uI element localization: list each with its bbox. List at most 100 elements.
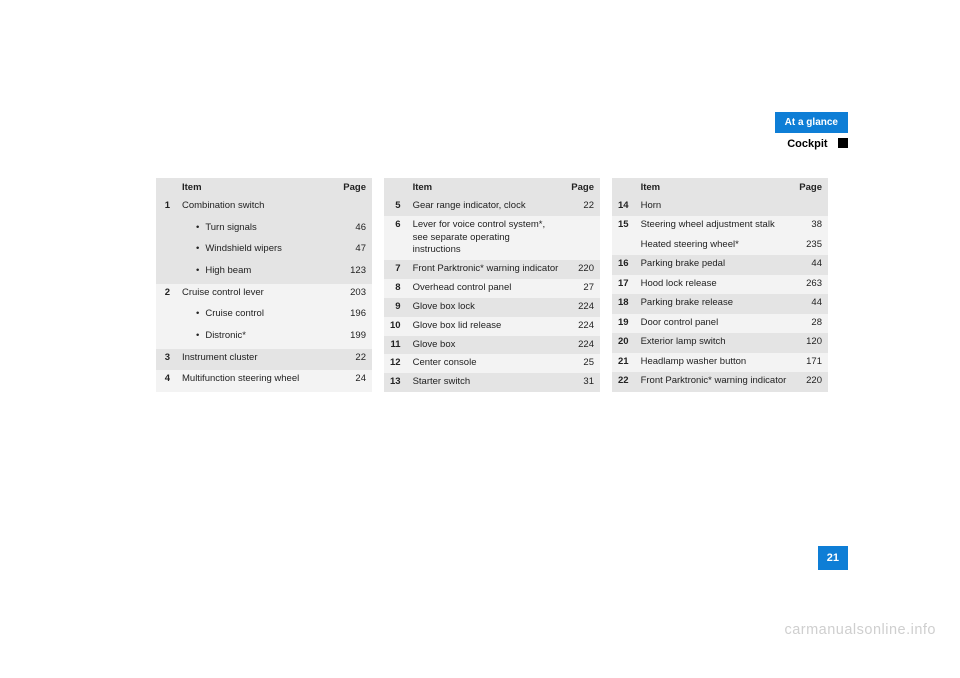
row-number: 9: [384, 298, 407, 317]
table-row: 3Instrument cluster22: [156, 349, 372, 371]
row-item: Distronic*: [176, 327, 337, 349]
table-row: 20Exterior lamp switch120: [612, 333, 828, 352]
table-3-body: 14Horn15Steering wheel adjustment stalk3…: [612, 197, 828, 392]
row-number: 3: [156, 349, 176, 371]
table-row: 1Combination switch: [156, 197, 372, 219]
table-row: 14Horn: [612, 197, 828, 216]
row-page: 47: [337, 240, 372, 262]
row-page: 263: [793, 275, 828, 294]
row-number: 12: [384, 354, 407, 373]
row-page: 46: [337, 219, 372, 241]
table-row: 18Parking brake release44: [612, 294, 828, 313]
table-row: 4Multifunction steering wheel24: [156, 370, 372, 392]
table-row: High beam123: [156, 262, 372, 284]
row-number: [156, 305, 176, 327]
row-item: Glove box lid release: [407, 317, 566, 336]
row-page: 28: [793, 314, 828, 333]
row-number: 11: [384, 336, 407, 355]
row-item: Gear range indicator, clock: [407, 197, 566, 216]
row-number: 4: [156, 370, 176, 392]
page-number: 21: [818, 546, 848, 570]
row-page: 38: [793, 216, 828, 235]
row-item: Horn: [635, 197, 794, 216]
row-page: 235: [793, 236, 828, 255]
row-number: [156, 327, 176, 349]
chapter-tab: At a glance: [775, 112, 848, 133]
table-row: Distronic*199: [156, 327, 372, 349]
row-item: Steering wheel adjustment stalk: [635, 216, 794, 235]
row-page: 22: [337, 349, 372, 371]
row-number: 10: [384, 317, 407, 336]
col-header-page: Page: [793, 178, 828, 197]
row-number: 22: [612, 372, 635, 392]
col-header-num: [612, 178, 635, 197]
row-item: Center console: [407, 354, 566, 373]
table-2: Item Page 5Gear range indicator, clock22…: [384, 178, 600, 392]
table-1-body: 1Combination switchTurn signals46Windshi…: [156, 197, 372, 392]
table-row: Heated steering wheel*235: [612, 236, 828, 255]
row-number: [156, 240, 176, 262]
table-row: 11Glove box224: [384, 336, 600, 355]
row-page: 44: [793, 294, 828, 313]
col-header-item: Item: [176, 178, 337, 197]
page-header: At a glance Cockpit: [775, 112, 848, 152]
row-number: 1: [156, 197, 176, 219]
row-item: Overhead control panel: [407, 279, 566, 298]
row-number: [156, 262, 176, 284]
row-page: 27: [565, 279, 600, 298]
row-page: 220: [565, 260, 600, 279]
col-header-item: Item: [407, 178, 566, 197]
row-item: Hood lock release: [635, 275, 794, 294]
table-row: 7Front Parktronic* warning indicator220: [384, 260, 600, 279]
table-2-body: 5Gear range indicator, clock226Lever for…: [384, 197, 600, 392]
row-number: 16: [612, 255, 635, 274]
col-header-num: [156, 178, 176, 197]
table-row: 10Glove box lid release224: [384, 317, 600, 336]
row-page: 224: [565, 336, 600, 355]
tables-container: Item Page 1Combination switchTurn signal…: [156, 178, 828, 392]
row-item: Door control panel: [635, 314, 794, 333]
row-page: 22: [565, 197, 600, 216]
row-page: 31: [565, 373, 600, 392]
row-item: Parking brake pedal: [635, 255, 794, 274]
table-row: 15Steering wheel adjustment stalk38: [612, 216, 828, 235]
row-item: Glove box lock: [407, 298, 566, 317]
table-row: 8Overhead control panel27: [384, 279, 600, 298]
row-number: 5: [384, 197, 407, 216]
table-row: 13Starter switch31: [384, 373, 600, 392]
row-item: Parking brake release: [635, 294, 794, 313]
section-title: Cockpit: [787, 134, 827, 152]
table-row: Windshield wipers47: [156, 240, 372, 262]
row-number: 20: [612, 333, 635, 352]
row-page: 224: [565, 317, 600, 336]
table-row: 17Hood lock release263: [612, 275, 828, 294]
row-item: Front Parktronic* warning indicator: [635, 372, 794, 392]
row-page: [337, 197, 372, 219]
row-item: Headlamp washer button: [635, 353, 794, 372]
col-header-num: [384, 178, 407, 197]
row-number: 15: [612, 216, 635, 235]
row-item: Combination switch: [176, 197, 337, 219]
table-row: 6Lever for voice control system*, see se…: [384, 216, 600, 260]
col-header-page: Page: [565, 178, 600, 197]
row-number: 18: [612, 294, 635, 313]
row-item: Multifunction steering wheel: [176, 370, 337, 392]
watermark: carmanualsonline.info: [784, 622, 936, 638]
row-number: 21: [612, 353, 635, 372]
row-page: 171: [793, 353, 828, 372]
row-page: 24: [337, 370, 372, 392]
row-item: Glove box: [407, 336, 566, 355]
col-header-item: Item: [635, 178, 794, 197]
row-item: Front Parktronic* warning indicator: [407, 260, 566, 279]
row-item: Instrument cluster: [176, 349, 337, 371]
row-number: 7: [384, 260, 407, 279]
table-1: Item Page 1Combination switchTurn signal…: [156, 178, 372, 392]
row-item: Heated steering wheel*: [635, 236, 794, 255]
row-page: 203: [337, 284, 372, 306]
table-row: 22Front Parktronic* warning indicator220: [612, 372, 828, 392]
row-number: 19: [612, 314, 635, 333]
row-page: [793, 197, 828, 216]
row-page: 224: [565, 298, 600, 317]
table-3: Item Page 14Horn15Steering wheel adjustm…: [612, 178, 828, 392]
table-row: 12Center console25: [384, 354, 600, 373]
